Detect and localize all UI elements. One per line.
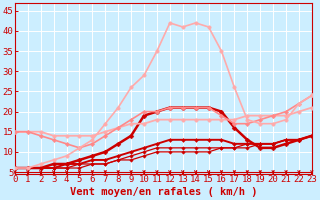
X-axis label: Vent moyen/en rafales ( km/h ): Vent moyen/en rafales ( km/h ) <box>70 187 257 197</box>
